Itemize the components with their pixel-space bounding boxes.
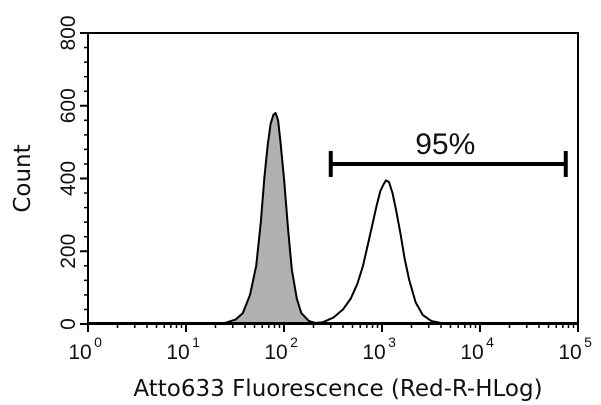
x-tick-exponent: 2 [290,334,298,350]
x-tick-exponent: 3 [388,334,396,350]
gate-marker: 95% [331,128,566,177]
plot-frame [88,33,578,324]
x-tick-label: 10 [68,341,91,364]
x-tick-exponent: 0 [94,334,102,350]
x-tick-label: 10 [460,341,483,364]
y-tick-label: 400 [57,161,80,196]
y-tick-label: 0 [57,318,80,330]
x-tick-exponent: 4 [486,334,494,350]
y-tick-label: 800 [57,15,80,50]
gate-percent-label: 95% [415,128,475,161]
x-tick-label: 10 [362,341,385,364]
y-axis-title: Count [10,144,36,212]
plot-area [88,113,578,324]
x-tick-label: 10 [558,341,581,364]
x-tick-label: 10 [264,341,287,364]
x-tick-exponent: 1 [192,334,200,350]
histogram-series-1 [186,113,325,324]
x-tick-label: 10 [166,341,189,364]
y-axis-ticks: 0 200 400 600 800 [57,15,88,329]
histogram-series-2 [304,180,455,324]
x-tick-exponent: 5 [584,334,592,350]
y-tick-label: 600 [57,88,80,123]
y-tick-label: 200 [57,234,80,269]
x-axis-title: Atto633 Fluorescence (Red-R-HLog) [133,376,542,402]
x-axis-ticks: 10 0 10 1 10 2 10 3 10 4 10 5 [68,324,592,364]
